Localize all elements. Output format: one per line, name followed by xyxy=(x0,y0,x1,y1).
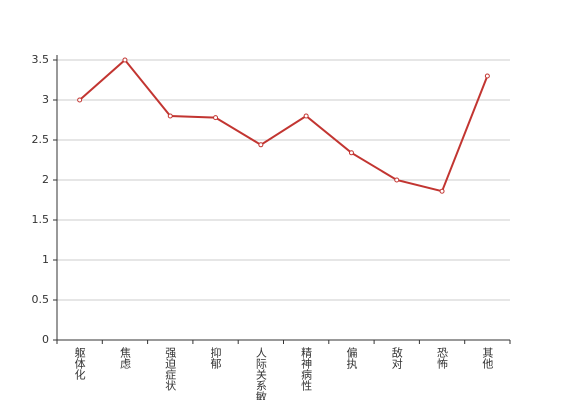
x-tick-label: 躯体化 xyxy=(73,347,86,381)
point xyxy=(303,113,309,119)
point xyxy=(77,97,83,103)
y-tick-label: 0.5 xyxy=(32,293,50,306)
y-tick-label: 2 xyxy=(42,173,49,186)
y-tick-label: 0 xyxy=(42,333,49,346)
point xyxy=(394,177,400,183)
point xyxy=(484,73,490,79)
point xyxy=(439,188,445,194)
line xyxy=(78,58,489,193)
x-tick-label: 精神病性 xyxy=(300,347,313,392)
x-tick-label: 偏执 xyxy=(345,346,358,370)
point xyxy=(348,150,354,156)
point xyxy=(258,142,264,148)
point xyxy=(167,113,173,119)
point xyxy=(122,57,128,63)
point xyxy=(213,115,219,121)
x-tick-label: 焦虑 xyxy=(118,347,131,369)
y-tick-label: 3.5 xyxy=(32,53,50,66)
x-tick-label: 其他 xyxy=(481,347,494,369)
x-tick-label: 敌对 xyxy=(390,346,403,369)
y-tick-label: 1 xyxy=(42,253,49,266)
x-tick-label: 恐怖 xyxy=(436,347,449,369)
y-tick-label: 2.5 xyxy=(32,133,50,146)
x-tick-label: 强迫症状 xyxy=(164,347,177,391)
y-tick-label: 3 xyxy=(42,93,49,106)
y-tick-label: 1.5 xyxy=(32,213,50,226)
x-tick-label: 人际关系敏感 xyxy=(254,347,267,400)
x-tick-label: 抑郁 xyxy=(209,346,222,369)
